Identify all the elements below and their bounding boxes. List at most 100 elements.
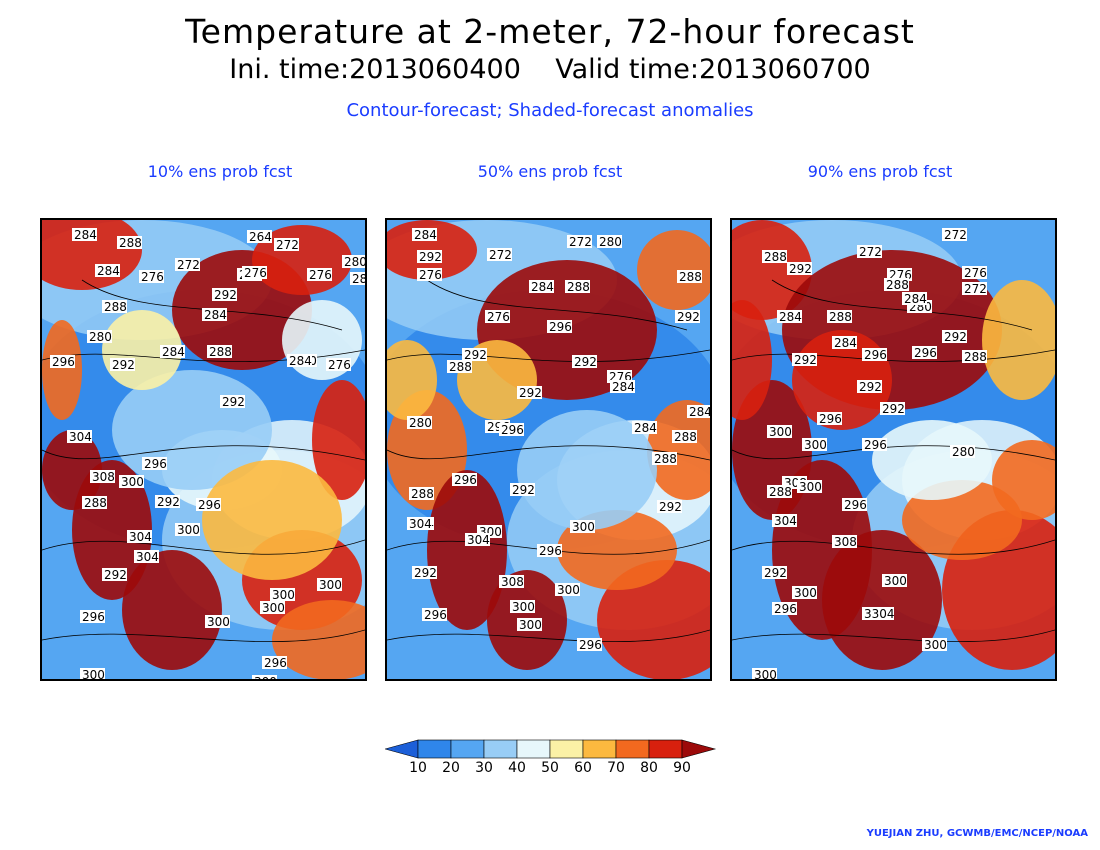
contour-label: 296	[50, 355, 75, 369]
svg-text:304: 304	[409, 517, 432, 531]
svg-text:272: 272	[177, 258, 200, 272]
contour-label: 300	[767, 425, 792, 439]
svg-text:296: 296	[501, 423, 524, 437]
contour-label: 296	[772, 602, 797, 616]
colorbar-swatch	[417, 739, 452, 759]
svg-text:296: 296	[914, 346, 937, 360]
contour-label: 284	[687, 405, 710, 419]
svg-text:288: 288	[769, 485, 792, 499]
svg-text:296: 296	[844, 498, 867, 512]
svg-text:296: 296	[454, 473, 477, 487]
contour-label: 300	[792, 586, 817, 600]
svg-text:288: 288	[829, 310, 852, 324]
contour-line	[732, 629, 1055, 642]
svg-text:300: 300	[924, 638, 947, 652]
svg-text:292: 292	[574, 355, 597, 369]
anomaly-region	[982, 280, 1055, 400]
svg-text:304: 304	[69, 430, 92, 444]
contour-label: 308	[832, 535, 857, 549]
contour-label: 296	[422, 608, 447, 622]
chart-subtitle: Contour-forecast; Shaded-forecast anomal…	[346, 100, 754, 121]
svg-text:292: 292	[677, 310, 700, 324]
contour-label: 276	[326, 358, 351, 372]
contour-label: 292	[787, 262, 812, 276]
svg-text:284: 284	[97, 264, 120, 278]
contour-label: 272	[962, 282, 987, 296]
svg-text:284: 284	[612, 380, 635, 394]
colorbar-tick-label: 40	[508, 760, 526, 776]
svg-text:276: 276	[328, 358, 351, 372]
contour-label: 276	[962, 266, 987, 280]
svg-text:280: 280	[599, 235, 622, 249]
contour-line	[387, 445, 710, 461]
colorbar-swatch	[385, 739, 419, 759]
contour-label: 288	[762, 250, 787, 264]
contour-label: 288	[884, 278, 909, 292]
contour-label: 288	[117, 236, 142, 250]
svg-text:284: 284	[289, 354, 312, 368]
contour-label: 300	[175, 523, 200, 537]
svg-text:284: 284	[414, 228, 437, 242]
contour-label: 308	[90, 470, 115, 484]
anomaly-region	[202, 460, 342, 580]
svg-text:304: 304	[136, 550, 159, 564]
svg-text:284: 284	[634, 421, 657, 435]
svg-text:292: 292	[512, 483, 535, 497]
contour-label: 284	[610, 380, 635, 394]
svg-text:300: 300	[794, 586, 817, 600]
svg-text:292: 292	[882, 402, 905, 416]
svg-text:292: 292	[764, 566, 787, 580]
contour-label: 292	[102, 568, 127, 582]
time-info: Ini. time:2013060400 Valid time:20130607…	[229, 54, 871, 85]
svg-text:292: 292	[157, 495, 180, 509]
contour-label: 296	[80, 610, 105, 624]
svg-text:288: 288	[886, 278, 909, 292]
svg-text:276: 276	[309, 268, 332, 282]
contour-label: 292	[572, 355, 597, 369]
contour-label: 288	[447, 360, 472, 374]
contour-label: 284	[632, 421, 657, 435]
contour-label: 280	[597, 235, 622, 249]
svg-text:292: 292	[859, 380, 882, 394]
contour-label: 284	[160, 345, 185, 359]
svg-text:300: 300	[799, 480, 822, 494]
svg-text:276: 276	[487, 310, 510, 324]
contour-line	[42, 445, 365, 461]
anomaly-region	[312, 380, 365, 500]
contour-line	[387, 349, 710, 362]
svg-text:276: 276	[141, 270, 164, 284]
contour-label: 284	[777, 310, 802, 324]
svg-text:284: 284	[162, 345, 185, 359]
anomaly-region	[637, 230, 710, 310]
svg-text:300: 300	[754, 668, 777, 679]
contour-label: 300	[555, 583, 580, 597]
anomaly-region	[272, 600, 365, 679]
svg-text:300: 300	[121, 475, 144, 489]
contour-line	[426, 279, 688, 331]
svg-text:288: 288	[964, 350, 987, 364]
panel-title-90pct: 90% ens prob fcst	[807, 162, 953, 181]
colorbar-tick-label: 50	[541, 760, 559, 776]
contour-label: 296	[142, 457, 167, 471]
svg-text:300: 300	[82, 668, 105, 679]
svg-text:292: 292	[464, 348, 487, 362]
svg-text:288: 288	[567, 280, 590, 294]
svg-text:296: 296	[52, 355, 75, 369]
svg-text:292: 292	[519, 386, 542, 400]
svg-text:292: 292	[214, 288, 237, 302]
svg-text:288: 288	[654, 452, 677, 466]
svg-text:296: 296	[264, 656, 287, 670]
map-panel-10pct: 2842882642722802842762722642762802882922…	[40, 218, 367, 681]
chart-title: Temperature at 2-meter, 72-hour forecast	[185, 12, 915, 51]
contour-label: 300	[570, 520, 595, 534]
svg-text:296: 296	[549, 320, 572, 334]
contour-label: 272	[487, 248, 512, 262]
svg-text:284: 284	[74, 228, 97, 242]
contour-label: 296	[842, 498, 867, 512]
svg-text:300: 300	[769, 425, 792, 439]
contour-label: 284	[832, 336, 857, 350]
colorbar-swatch	[582, 739, 617, 759]
svg-text:292: 292	[659, 500, 682, 514]
svg-text:280: 280	[89, 330, 112, 344]
